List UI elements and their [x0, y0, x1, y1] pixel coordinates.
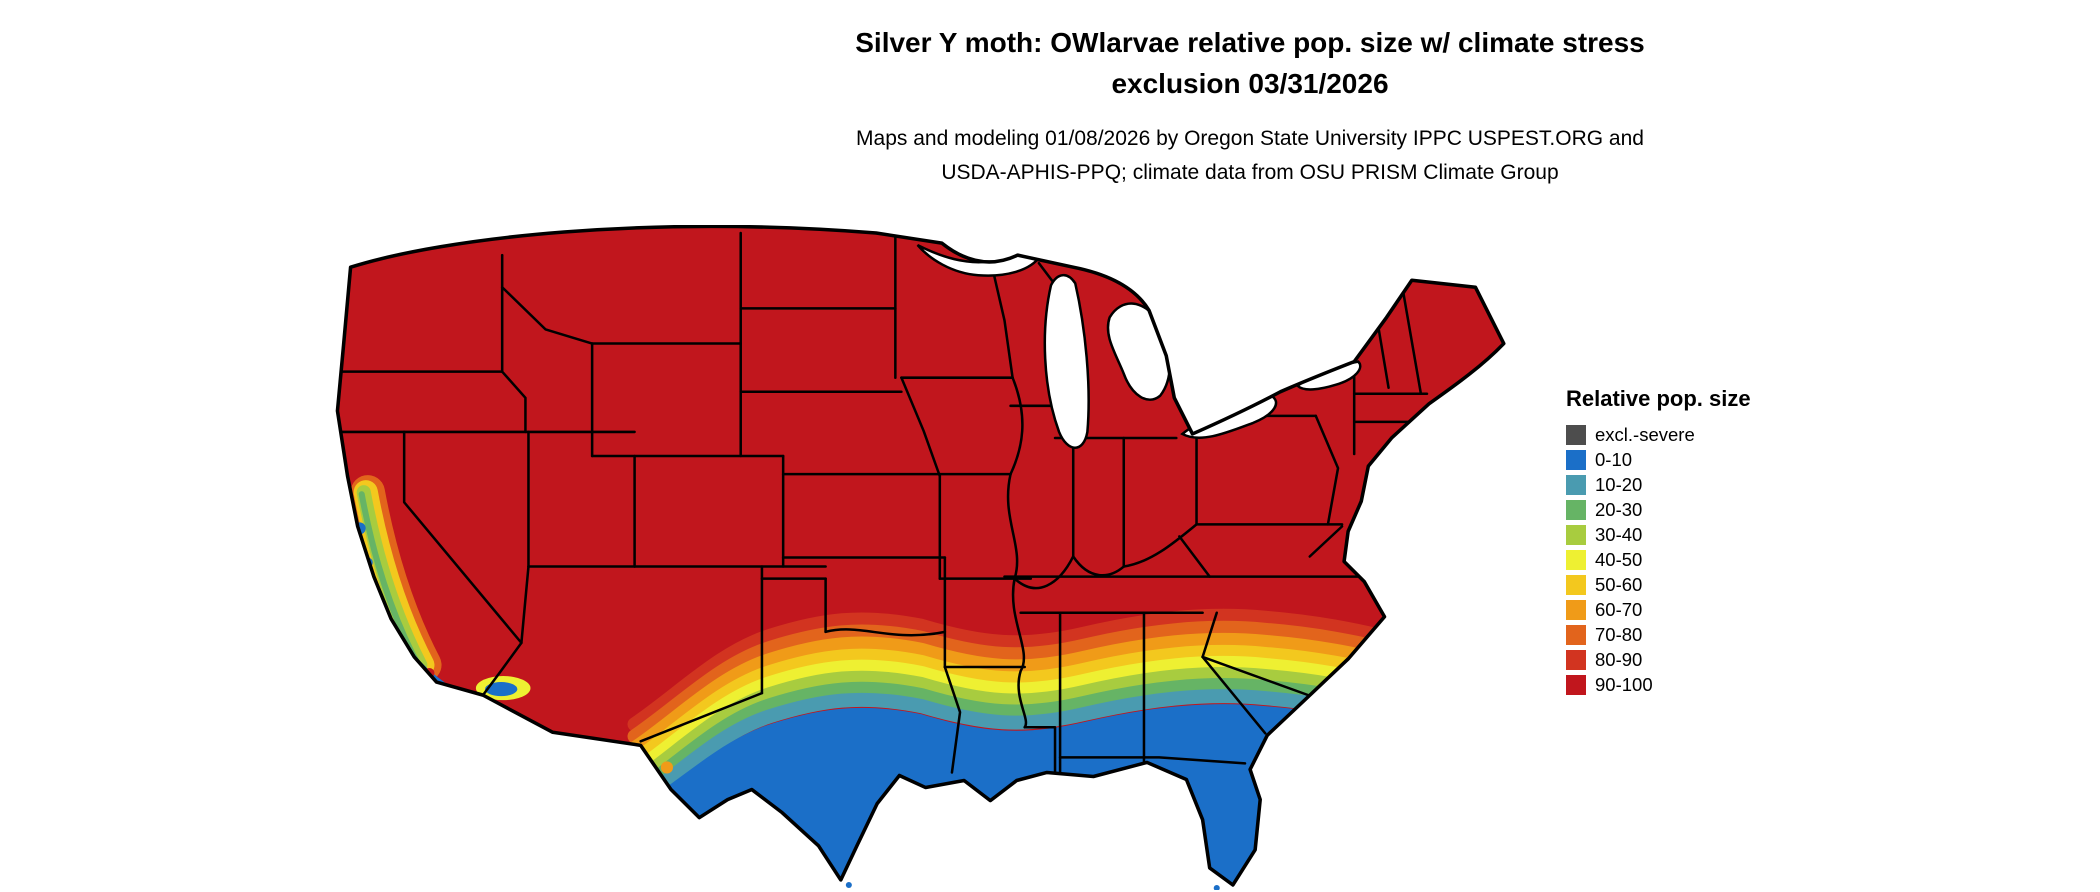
- legend-item: 80-90: [1566, 649, 1751, 670]
- legend-swatch: [1566, 674, 1586, 695]
- legend-item-label: 60-70: [1595, 598, 1643, 620]
- legend-swatch: [1566, 624, 1586, 645]
- offshore-specks: [845, 881, 1220, 890]
- bigbend-60-70: [660, 761, 673, 774]
- legend-item-label: 0-10: [1595, 448, 1633, 470]
- legend-item: 70-80: [1566, 624, 1751, 645]
- legend-swatch: [1566, 649, 1586, 670]
- legend-swatch: [1566, 574, 1586, 595]
- legend-item: 0-10: [1566, 449, 1751, 470]
- legend-item: 30-40: [1566, 524, 1751, 545]
- legend-swatch: [1566, 449, 1586, 470]
- map-subtitle-line1: Maps and modeling 01/08/2026 by Oregon S…: [856, 127, 1644, 150]
- state-border: [1058, 756, 1247, 765]
- band-40-50: [627, 655, 1404, 779]
- legend: Relative pop. size excl.-severe 0-10 10-…: [1566, 386, 1751, 699]
- state-border: [989, 257, 1014, 379]
- legend-item-label: 90-100: [1595, 673, 1653, 695]
- legend-item: 50-60: [1566, 574, 1751, 595]
- map-title-line2: exclusion 03/31/2026: [1111, 68, 1389, 99]
- band-10-20: [627, 689, 1404, 812]
- state-border: [1201, 611, 1219, 659]
- state-border: [1201, 655, 1267, 735]
- us-map: [295, 225, 1525, 890]
- legend-item-label: 80-90: [1595, 648, 1643, 670]
- map-title-line1: Silver Y moth: OWlarvae relative pop. si…: [855, 27, 1645, 58]
- map-subtitle: Maps and modeling 01/08/2026 by Oregon S…: [402, 122, 2098, 190]
- state-border: [900, 376, 942, 478]
- band-20-30: [627, 678, 1404, 801]
- legend-item-label: excl.-severe: [1595, 423, 1695, 445]
- legend-swatch: [1566, 524, 1586, 545]
- state-border: [1178, 535, 1211, 578]
- legend-item: excl.-severe: [1566, 424, 1751, 445]
- legend-item: 20-30: [1566, 499, 1751, 520]
- map-title: Silver Y moth: OWlarvae relative pop. si…: [402, 22, 2098, 104]
- legend-swatch: [1566, 599, 1586, 620]
- state-border: [639, 691, 764, 743]
- legend-item-label: 40-50: [1595, 548, 1643, 570]
- band-80-90: [627, 608, 1404, 732]
- lake-michigan: [1043, 273, 1090, 449]
- legend-swatch: [1566, 499, 1586, 520]
- state-border: [943, 665, 962, 774]
- state-border: [1314, 414, 1340, 526]
- state-border: [1308, 525, 1344, 558]
- us-outline: [335, 225, 1506, 887]
- state-border: [1400, 282, 1423, 396]
- band-50-60: [627, 644, 1404, 768]
- state-border: [481, 565, 530, 697]
- us-map-svg: [335, 225, 1506, 890]
- texas-barrier-speck: [845, 881, 852, 888]
- legend-item: 60-70: [1566, 599, 1751, 620]
- state-border: [1201, 655, 1316, 699]
- state-border: [1013, 555, 1075, 590]
- state-border: [500, 370, 527, 434]
- yuma-0-10: [485, 682, 518, 697]
- legend-item-label: 50-60: [1595, 573, 1643, 595]
- band-70-80: [627, 620, 1404, 744]
- legend-swatch: [1566, 549, 1586, 570]
- legend-title: Relative pop. size: [1566, 386, 1751, 411]
- map-subtitle-line2: USDA-APHIS-PPQ; climate data from OSU PR…: [941, 161, 1559, 184]
- state-border: [402, 430, 523, 645]
- state-border: [1071, 555, 1126, 577]
- legend-item: 10-20: [1566, 474, 1751, 495]
- legend-swatch: [1566, 474, 1586, 495]
- legend-item-label: 30-40: [1595, 523, 1643, 545]
- legend-item: 40-50: [1566, 549, 1751, 570]
- legend-item: 90-100: [1566, 674, 1751, 695]
- legend-item-label: 10-20: [1595, 473, 1643, 495]
- state-border: [824, 628, 947, 637]
- band-30-40: [627, 666, 1404, 790]
- legend-item-label: 70-80: [1595, 623, 1643, 645]
- state-border: [500, 286, 594, 345]
- florida-keys-speck: [1213, 884, 1220, 890]
- state-border: [1023, 726, 1057, 777]
- legend-swatch: [1566, 424, 1586, 445]
- state-border: [1122, 523, 1198, 568]
- legend-item-label: 20-30: [1595, 498, 1643, 520]
